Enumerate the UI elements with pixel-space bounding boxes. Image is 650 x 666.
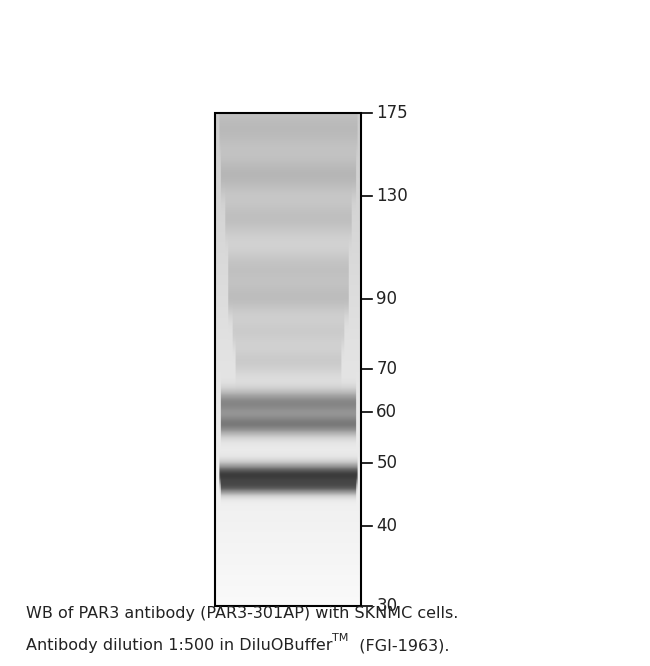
Text: 90: 90 [376, 290, 397, 308]
Text: Antibody dilution 1:500 in DiluOBuffer: Antibody dilution 1:500 in DiluOBuffer [26, 638, 333, 653]
Text: 30: 30 [376, 597, 398, 615]
Text: 50: 50 [376, 454, 397, 472]
Text: 60: 60 [376, 404, 397, 422]
Text: 70: 70 [376, 360, 397, 378]
Text: 40: 40 [376, 517, 397, 535]
Text: 175: 175 [376, 104, 408, 123]
Text: WB of PAR3 antibody (PAR3-301AP) with SKNMC cells.: WB of PAR3 antibody (PAR3-301AP) with SK… [26, 606, 458, 621]
Text: 130: 130 [376, 187, 408, 205]
Text: TM: TM [333, 633, 349, 643]
Text: (FGI-1963).: (FGI-1963). [349, 638, 449, 653]
Bar [214, 113, 361, 606]
